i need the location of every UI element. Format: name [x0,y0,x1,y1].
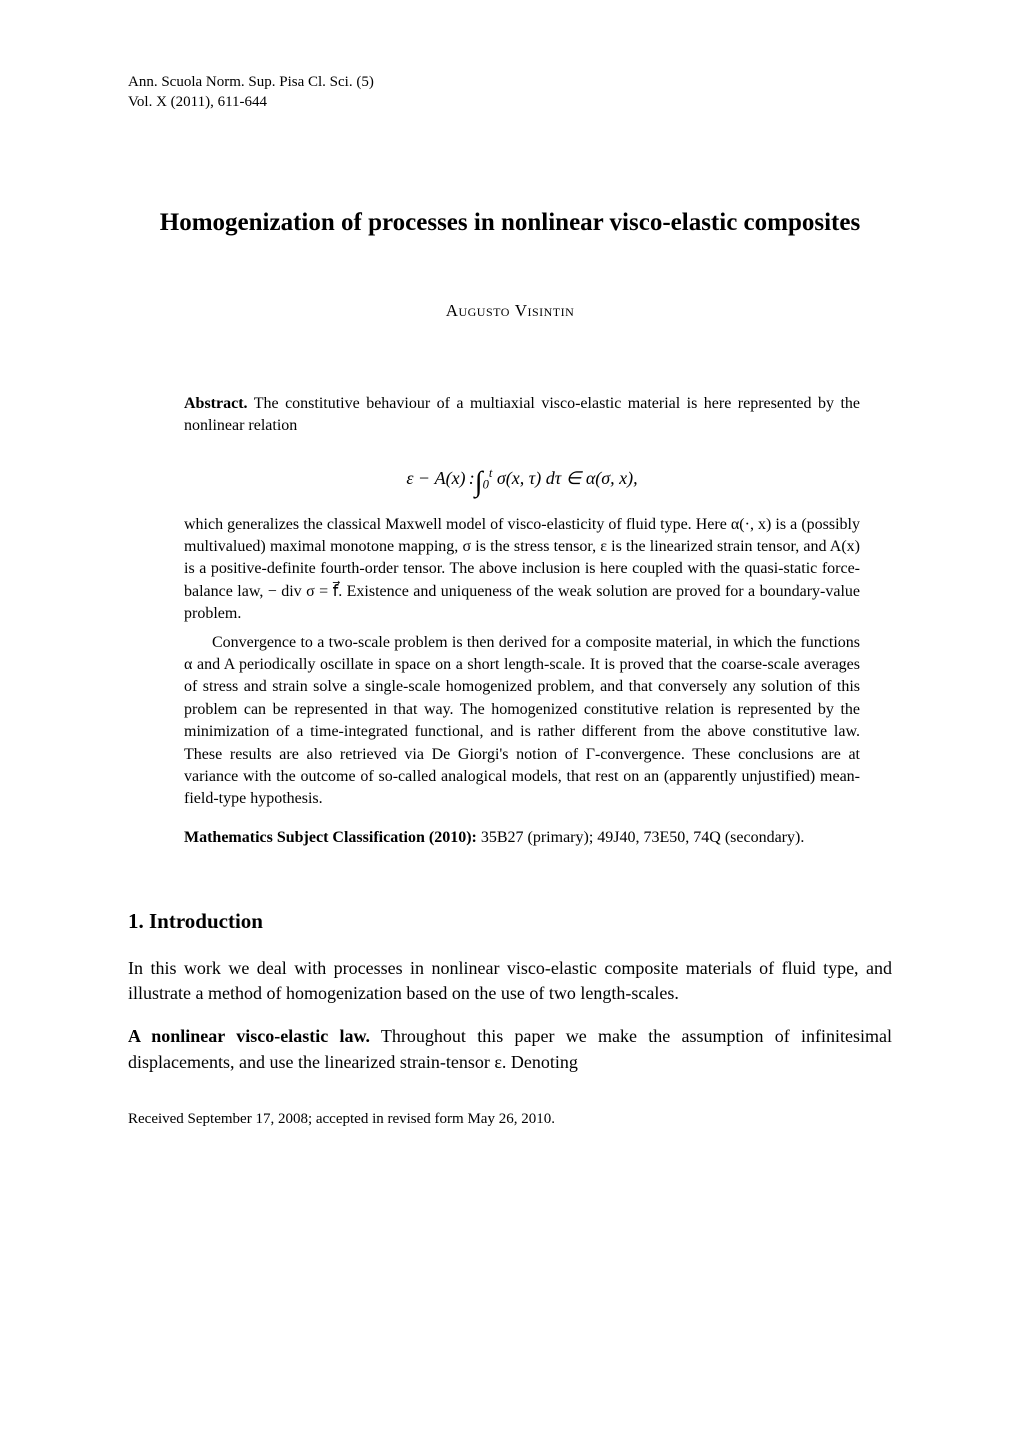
msc-label: Mathematics Subject Classification (2010… [184,829,477,846]
abstract-para-2: which generalizes the classical Maxwell … [184,514,860,626]
abstract-p1-text: The constitutive behaviour of a multiaxi… [184,395,860,434]
journal-info: Ann. Scuola Norm. Sup. Pisa Cl. Sci. (5)… [128,72,892,113]
author-first-name: Augusto [446,301,510,320]
abstract-label: Abstract. [184,395,248,412]
abstract-equation: ε − A(x) :∫0t σ(x, τ) dτ ∈ α(σ, x), [184,455,860,495]
journal-line-1: Ann. Scuola Norm. Sup. Pisa Cl. Sci. (5) [128,72,892,92]
journal-line-2: Vol. X (2011), 611-644 [128,92,892,112]
received-line: Received September 17, 2008; accepted in… [128,1111,892,1128]
equation-content: ε − A(x) :∫0t σ(x, τ) dτ ∈ α(σ, x), [406,468,637,488]
article-title: Homogenization of processes in nonlinear… [128,209,892,237]
section-1-para-2: A nonlinear visco-elastic law. Throughou… [128,1024,892,1074]
author-last-name: Visintin [515,301,575,320]
abstract-block: Abstract. The constitutive behaviour of … [184,393,860,850]
abstract-para-3: Convergence to a two-scale problem is th… [184,632,860,811]
msc-text: 35B27 (primary); 49J40, 73E50, 74Q (seco… [477,829,805,846]
section-1-heading: 1. Introduction [128,909,892,934]
abstract-para-1: Abstract. The constitutive behaviour of … [184,393,860,438]
section-1-p2-bold: A nonlinear visco-elastic law. [128,1026,370,1046]
msc-para: Mathematics Subject Classification (2010… [184,827,860,849]
author-name: Augusto Visintin [128,301,892,321]
section-1-para-1: In this work we deal with processes in n… [128,956,892,1006]
